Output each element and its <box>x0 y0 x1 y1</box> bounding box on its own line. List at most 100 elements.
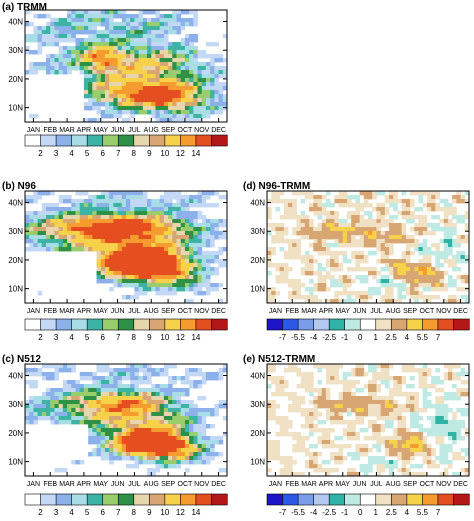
heatmap-cell <box>113 404 118 409</box>
heatmap-cell <box>134 82 140 87</box>
heatmap-cell <box>389 376 394 381</box>
heatmap-cell <box>222 259 228 264</box>
heatmap-cell <box>138 243 144 248</box>
heatmap-cell <box>147 66 152 71</box>
heatmap-cell <box>443 287 449 292</box>
heatmap-cell <box>130 58 135 63</box>
heatmap-cell <box>435 283 440 288</box>
heatmap-cell <box>92 102 97 107</box>
heatmap-cell <box>126 432 131 437</box>
heatmap-cell <box>401 271 407 276</box>
colorbar-swatch <box>24 318 42 331</box>
heatmap-cell <box>334 416 339 421</box>
heatmap-cell <box>193 106 198 111</box>
heatmap-cell <box>134 380 140 385</box>
heatmap-cell <box>317 440 323 445</box>
heatmap-cell <box>321 287 327 292</box>
heatmap-cell <box>418 207 424 212</box>
heatmap-cell <box>288 283 293 288</box>
heatmap-cell <box>393 231 398 236</box>
heatmap-cell <box>325 211 331 216</box>
heatmap-cell <box>155 86 161 91</box>
heatmap-cell <box>405 267 411 272</box>
heatmap-cell <box>83 54 89 59</box>
heatmap-cell <box>456 235 461 240</box>
heatmap-cell <box>92 106 97 111</box>
heatmap-cell <box>313 207 318 212</box>
heatmap-cell <box>176 416 182 421</box>
heatmap-cell <box>163 78 169 83</box>
heatmap-cell <box>147 227 152 232</box>
x-tick-label: OCT <box>178 481 194 488</box>
heatmap-cell <box>79 239 85 244</box>
heatmap-cell <box>397 283 403 288</box>
heatmap-cell <box>275 263 281 268</box>
heatmap-cell <box>184 368 190 373</box>
heatmap-cell <box>172 203 177 208</box>
heatmap-cell <box>142 388 148 393</box>
heatmap-cell <box>92 424 97 429</box>
heatmap-cell <box>189 106 194 111</box>
heatmap-cell <box>401 279 407 284</box>
heatmap-cell <box>317 404 323 409</box>
heatmap-cell <box>96 30 102 35</box>
heatmap-cell <box>405 456 411 461</box>
heatmap-cell <box>418 251 424 256</box>
heatmap-cell <box>189 428 194 433</box>
heatmap-cell <box>426 452 432 457</box>
heatmap-cell <box>304 452 310 457</box>
heatmap-cell <box>67 396 72 401</box>
heatmap-cell <box>163 372 169 377</box>
heatmap-cell <box>376 372 382 377</box>
heatmap-cell <box>184 392 190 397</box>
heatmap-cell <box>435 263 440 268</box>
heatmap-cell <box>37 400 43 405</box>
heatmap-cell <box>176 82 182 87</box>
heatmap-cell <box>368 211 373 216</box>
heatmap-cell <box>292 392 297 397</box>
heatmap-cell <box>117 30 123 35</box>
heatmap-cell <box>456 195 461 200</box>
heatmap-cell <box>189 227 194 232</box>
heatmap-cell <box>338 219 344 224</box>
heatmap-cell <box>214 251 219 256</box>
heatmap-cell <box>92 396 97 401</box>
heatmap-cell <box>205 444 211 449</box>
heatmap-cell <box>210 452 215 457</box>
heatmap-cell <box>117 396 123 401</box>
heatmap-cell <box>176 86 182 91</box>
heatmap-cell <box>397 263 403 268</box>
heatmap-cell <box>79 58 85 63</box>
heatmap-cell <box>296 239 302 244</box>
heatmap-cell <box>292 227 297 232</box>
heatmap-cell <box>283 279 289 284</box>
heatmap-cell <box>159 404 165 409</box>
heatmap-cell <box>342 456 348 461</box>
heatmap-cell <box>214 110 219 115</box>
heatmap-cell <box>317 243 323 248</box>
heatmap-cell <box>113 34 118 39</box>
heatmap-cell <box>205 110 211 115</box>
heatmap-cell <box>168 291 173 296</box>
heatmap-cell <box>121 448 127 453</box>
heatmap-cell <box>275 456 281 461</box>
heatmap-cell <box>168 416 173 421</box>
heatmap-cell <box>304 227 310 232</box>
heatmap-cell <box>126 275 131 280</box>
heatmap-cell <box>67 231 72 236</box>
heatmap-cell <box>142 444 148 449</box>
heatmap-cell <box>405 247 411 252</box>
heatmap-cell <box>50 219 55 224</box>
heatmap-cell <box>41 412 47 417</box>
heatmap-cell <box>50 247 55 252</box>
heatmap-cell <box>197 279 203 284</box>
heatmap-cell <box>75 38 81 43</box>
heatmap-cell <box>75 231 81 236</box>
heatmap-cell <box>67 412 72 417</box>
heatmap-cell <box>159 279 165 284</box>
heatmap-cell <box>88 231 93 236</box>
heatmap-cell <box>189 46 194 51</box>
heatmap-cell <box>338 408 344 413</box>
heatmap-cell <box>88 199 93 204</box>
heatmap-cell <box>100 223 106 228</box>
